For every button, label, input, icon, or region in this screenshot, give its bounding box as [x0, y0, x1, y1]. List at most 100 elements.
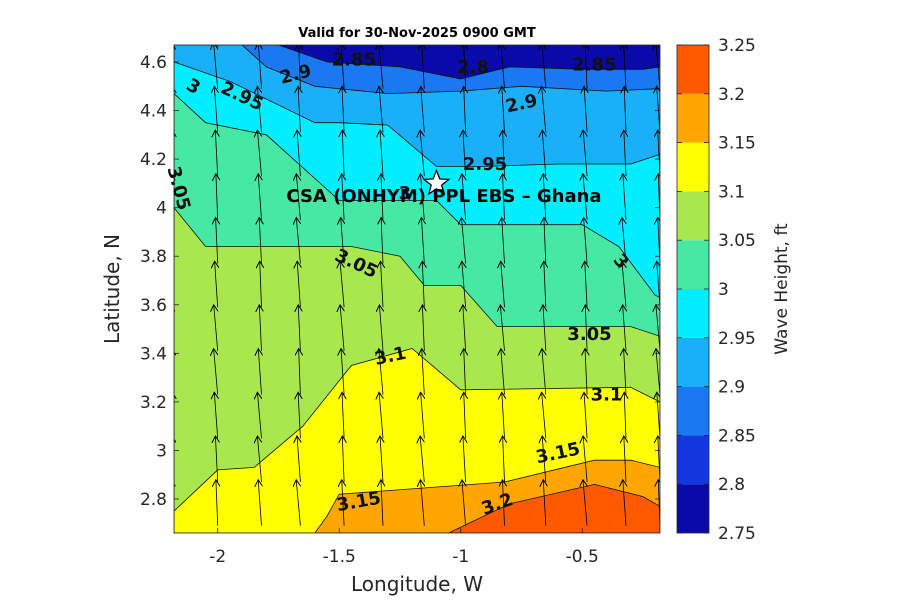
wind-arrow — [542, 392, 546, 439]
wind-arrow — [656, 305, 660, 351]
wind-arrow — [258, 349, 261, 395]
wind-arrow — [544, 261, 546, 308]
wind-arrow — [543, 480, 546, 526]
contour-label: 2.8 — [457, 57, 489, 78]
wind-arrow — [545, 45, 546, 46]
wind-arrow — [381, 480, 383, 526]
wind-arrow — [261, 45, 262, 46]
contour-label: 3.1 — [591, 385, 623, 406]
wind-arrow — [501, 349, 505, 395]
wind-arrow — [585, 261, 587, 308]
wind-arrow — [585, 305, 587, 351]
colorbar-label: 2.75 — [718, 524, 756, 544]
contour-label-text: 2.8 — [457, 57, 489, 78]
wind-arrow — [622, 261, 626, 308]
contour-label-text: 2.85 — [332, 50, 376, 71]
wind-arrow — [659, 45, 660, 46]
wind-arrow — [342, 480, 344, 526]
wind-arrow — [422, 349, 425, 395]
wind-arrow — [298, 305, 300, 351]
wind-arrow — [461, 218, 465, 264]
colorbar-swatch — [677, 142, 709, 192]
wind-arrow — [258, 174, 261, 220]
wind-arrow — [501, 45, 505, 89]
colorbar-label: 2.95 — [718, 329, 756, 349]
x-tick-label: -1.5 — [323, 547, 356, 567]
colorbar-label: 3 — [718, 280, 729, 300]
wind-arrow — [584, 218, 588, 264]
wind-arrow — [340, 305, 344, 351]
x-axis-title: Longitude, W — [351, 572, 483, 596]
wind-arrow — [656, 45, 660, 89]
wind-arrow — [463, 305, 466, 351]
wind-arrow — [342, 392, 344, 439]
wind-arrow — [624, 45, 626, 89]
colorbar-label: 3.2 — [718, 85, 745, 105]
wind-arrow — [421, 218, 424, 264]
wind-arrow — [462, 480, 466, 526]
wind-arrow — [298, 392, 300, 439]
wind-arrow — [421, 392, 425, 439]
wind-arrow — [420, 130, 424, 177]
wind-arrow — [624, 436, 626, 483]
wind-arrow — [171, 480, 174, 526]
wind-arrow — [503, 130, 505, 177]
wind-arrow — [656, 349, 660, 395]
wind-arrow — [624, 130, 626, 177]
y-tick-label: 3.4 — [140, 344, 167, 364]
axis-ticks: -2 -1.5 -1 -0.5 2.8 3 3.2 3.4 3.6 3.8 4 4.2 4.4 4.6 — [140, 45, 660, 567]
wind-arrow — [622, 218, 626, 264]
wind-arrow — [422, 261, 424, 308]
wind-arrow — [657, 261, 660, 308]
wind-arrow — [502, 218, 505, 264]
contour-label: 2.85 — [332, 50, 376, 71]
chart-title: Valid for 30-Nov-2025 0900 GMT — [298, 26, 536, 41]
contour-bands — [174, 45, 660, 533]
wind-arrow — [462, 174, 466, 220]
colorbar-swatch — [677, 289, 709, 338]
site-label: CSA (ONHYM) PPL EBS – Ghana — [286, 186, 601, 207]
wind-arrow — [503, 174, 505, 220]
contour-label-text: 3.05 — [567, 324, 611, 345]
x-tick-label: -0.5 — [566, 547, 599, 567]
colorbar-swatch — [677, 191, 709, 241]
wind-arrow — [543, 174, 546, 220]
wind-arrow — [214, 305, 218, 351]
wind-arrow — [341, 349, 344, 395]
wind-arrow — [257, 130, 261, 177]
y-tick-label: 2.8 — [140, 490, 167, 510]
wind-arrow — [379, 305, 383, 351]
colorbar-swatch — [677, 240, 709, 289]
wind-arrow — [379, 392, 383, 439]
contour-label: 3 — [399, 183, 412, 204]
colorbar-swatch — [677, 93, 709, 143]
wind-arrow — [422, 305, 424, 351]
wind-arrow — [216, 174, 218, 220]
wind-arrow — [379, 349, 383, 395]
wind-arrow — [342, 130, 344, 177]
wind-arrow — [257, 436, 261, 483]
y-tick-label: 3.6 — [140, 296, 167, 316]
wind-arrow — [297, 130, 300, 177]
wind-arrow — [381, 218, 383, 264]
wind-arrow — [583, 436, 587, 483]
wind-arrow — [583, 480, 587, 526]
contour-label-text: 2.85 — [572, 54, 616, 75]
wind-arrow — [464, 349, 466, 395]
colorbar-title: Wave Height, ft — [772, 223, 792, 355]
wind-arrow — [297, 261, 300, 308]
wind-arrow — [583, 174, 587, 220]
wind-arrow — [214, 86, 217, 133]
wind-arrow — [215, 261, 218, 308]
wind-arrow — [257, 86, 261, 133]
wind-arrow — [260, 261, 262, 308]
wind-arrow — [464, 45, 466, 89]
wind-arrow — [217, 45, 218, 46]
wind-arrow — [341, 45, 344, 89]
colorbar-swatch — [677, 484, 709, 533]
wind-arrow — [623, 305, 626, 351]
wind-arrows — [171, 45, 660, 526]
contour-label-text: 2.95 — [463, 154, 507, 175]
contour-label: 2.85 — [572, 54, 616, 75]
